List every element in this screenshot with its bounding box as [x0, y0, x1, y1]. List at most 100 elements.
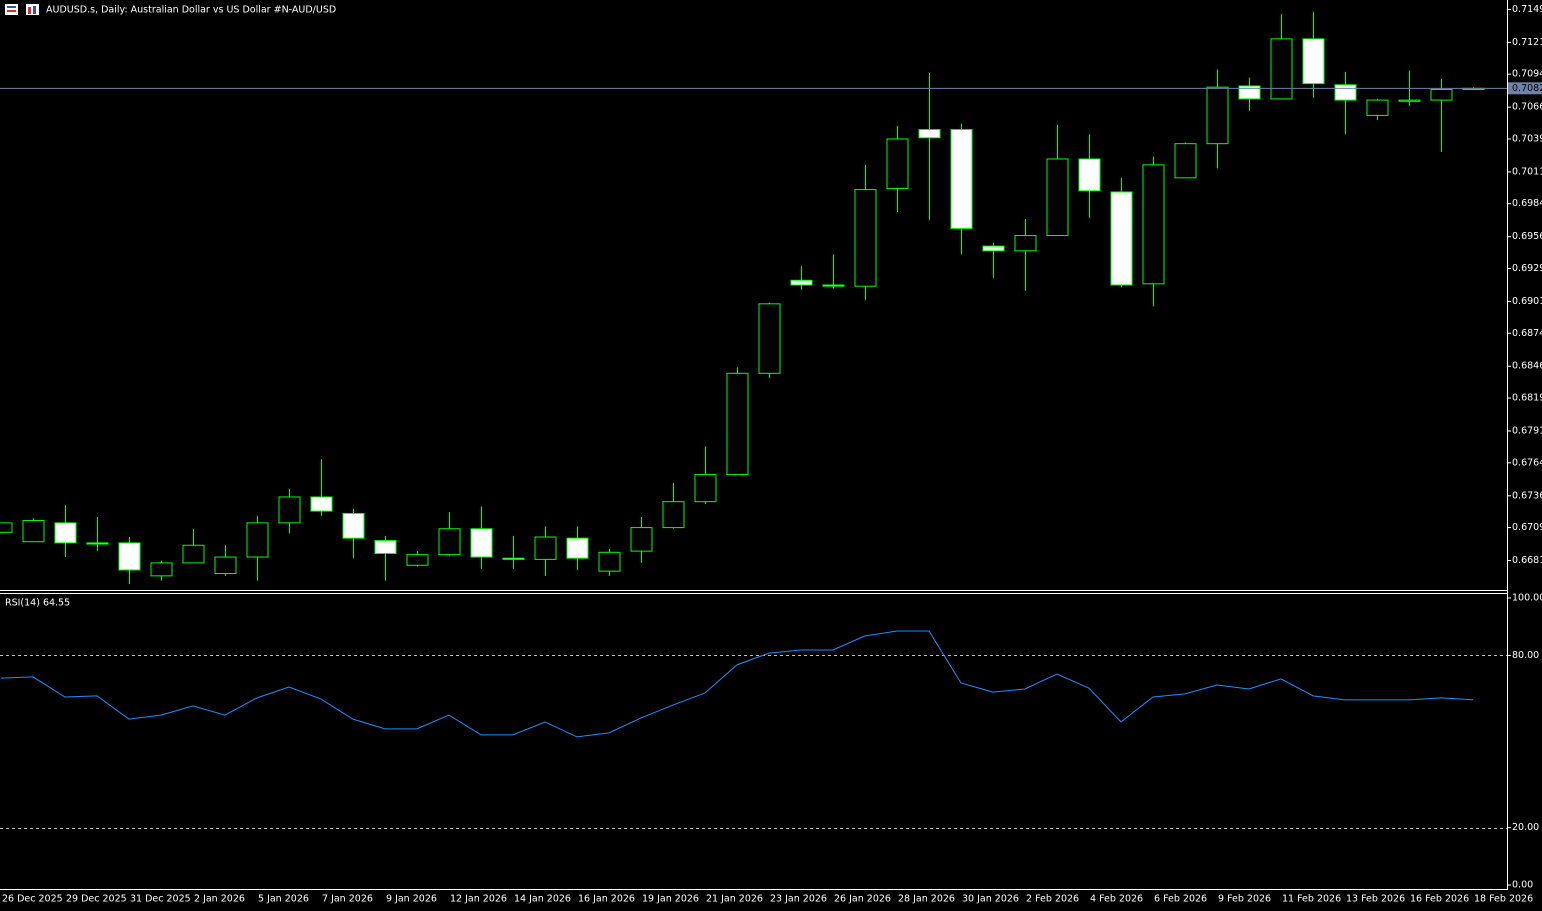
x-tick-label: 13 Feb 2026 [1346, 894, 1405, 905]
candle-body [1206, 86, 1229, 145]
candle-body [1302, 38, 1325, 85]
x-tick-label: 12 Jan 2026 [450, 894, 507, 905]
candle-body [982, 245, 1005, 252]
x-tick-label: 26 Dec 2025 [2, 894, 63, 905]
candle-body [694, 474, 717, 503]
y-tick-label: 0.6846 [1512, 361, 1542, 372]
chart-title: AUDUSD.s, Daily: Australian Dollar vs US… [46, 5, 336, 16]
chart-icons [5, 4, 39, 15]
y-tick-label: 0.6819 [1512, 393, 1542, 404]
candle-body [950, 129, 973, 229]
x-tick-label: 31 Dec 2025 [130, 894, 191, 905]
icon [7, 10, 16, 12]
price-label: 0.7082 [1512, 83, 1542, 94]
candle-body [1142, 164, 1165, 285]
candle-body [406, 554, 429, 566]
y-tick-label: 0.6709 [1512, 522, 1542, 533]
x-tick-label: 9 Jan 2026 [386, 894, 437, 905]
x-tick-label: 19 Jan 2026 [642, 894, 699, 905]
x-tick-label: 6 Feb 2026 [1154, 894, 1207, 905]
icon [5, 4, 18, 15]
candle-body [662, 501, 685, 529]
x-tick-label: 26 Jan 2026 [834, 894, 891, 905]
candle-body [1238, 85, 1261, 100]
y-tick-label: 0.7011 [1512, 166, 1542, 177]
candle-body [1078, 158, 1101, 192]
candle-body [790, 279, 813, 286]
candle-body [886, 138, 909, 189]
x-tick-label: 14 Jan 2026 [514, 894, 571, 905]
candle-body [598, 551, 621, 572]
y-tick-label: 0.7094 [1512, 69, 1542, 80]
y-tick-label: 0.6764 [1512, 457, 1542, 468]
candle-body [438, 528, 461, 556]
y-tick-label: 0.00 [1512, 880, 1533, 891]
candle-body [246, 522, 269, 558]
candle-body [630, 527, 653, 552]
candle-body [310, 496, 333, 512]
y-tick-label: 0.6736 [1512, 490, 1542, 501]
candle-body [182, 544, 205, 564]
x-tick-label: 30 Jan 2026 [962, 894, 1019, 905]
y-tick-label: 0.7066 [1512, 102, 1542, 113]
candle-body [822, 284, 845, 287]
candle-body [566, 537, 589, 559]
x-tick-label: 2 Jan 2026 [194, 894, 245, 905]
icon [7, 6, 16, 8]
candle-body [0, 522, 13, 533]
candle-body [1014, 235, 1037, 252]
y-tick-label: 0.7039 [1512, 133, 1542, 144]
x-tick-label: 7 Jan 2026 [322, 894, 373, 905]
candle-body [86, 542, 109, 545]
candle-body [342, 512, 365, 539]
y-tick-label: 0.6956 [1512, 231, 1542, 242]
x-tick-label: 23 Jan 2026 [770, 894, 827, 905]
y-tick-label: 0.7121 [1512, 37, 1542, 48]
candle-body [1430, 89, 1453, 101]
x-tick-label: 16 Feb 2026 [1410, 894, 1469, 905]
y-tick-label: 0.6901 [1512, 296, 1542, 307]
icon [28, 7, 31, 14]
x-tick-label: 11 Feb 2026 [1282, 894, 1341, 905]
x-tick-label: 5 Jan 2026 [258, 894, 309, 905]
candle-body [118, 542, 141, 571]
x-tick-label: 28 Jan 2026 [898, 894, 955, 905]
icon [26, 4, 39, 15]
y-tick-label: 0.7149 [1512, 4, 1542, 15]
y-tick-label: 0.6681 [1512, 555, 1542, 566]
candle-body [22, 520, 45, 543]
y-tick-label: 0.6984 [1512, 198, 1542, 209]
x-tick-label: 18 Feb 2026 [1474, 894, 1533, 905]
x-tick-label: 21 Jan 2026 [706, 894, 763, 905]
candle-body [1398, 99, 1421, 102]
candle-body [278, 496, 301, 524]
x-tick-label: 16 Jan 2026 [578, 894, 635, 905]
indicator-label: RSI(14) 64.55 [5, 598, 70, 609]
y-tick-label: 20.00 [1512, 822, 1539, 833]
candle-body [726, 372, 749, 476]
x-tick-label: 9 Feb 2026 [1218, 894, 1271, 905]
x-tick-label: 4 Feb 2026 [1090, 894, 1143, 905]
icon [33, 6, 36, 14]
candle-body [214, 556, 237, 575]
candle-body [150, 562, 173, 577]
candle-body [1366, 99, 1389, 116]
candle-body [758, 303, 781, 374]
candle-body [534, 536, 557, 560]
candle-body [54, 522, 77, 544]
y-tick-label: 0.6874 [1512, 328, 1542, 339]
y-tick-label: 0.6929 [1512, 263, 1542, 274]
candle-body [854, 189, 877, 287]
y-tick-label: 100.00 [1512, 593, 1542, 604]
candle-body [374, 540, 397, 554]
x-tick-label: 29 Dec 2025 [66, 894, 127, 905]
candle-body [918, 129, 941, 139]
y-tick-label: 80.00 [1512, 650, 1539, 661]
rsi-line [0, 630, 1474, 738]
candle-body [1046, 158, 1069, 237]
candle-body [470, 528, 493, 558]
candle-body [1110, 191, 1133, 286]
candle-body [1174, 143, 1197, 179]
candle-body [1270, 38, 1293, 100]
